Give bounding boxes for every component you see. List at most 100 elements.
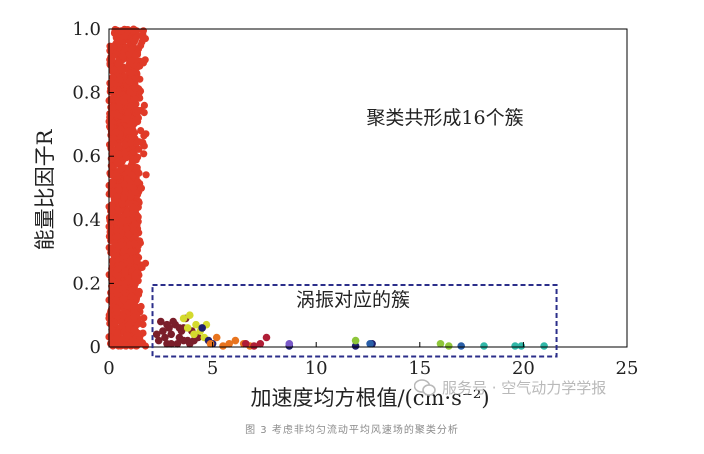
data-point	[126, 256, 134, 265]
chart: 0 5 10 15 20 25 0 0.2 0.4 0.6 0.8 1.0 聚类共形成16个簇 涡振…	[33, 19, 638, 410]
data-point	[186, 311, 194, 320]
vortex-cluster-annotation: 涡振对应的簇	[296, 289, 410, 311]
data-point	[175, 324, 184, 332]
data-point	[126, 88, 134, 96]
data-point	[140, 109, 148, 117]
data-point	[119, 52, 127, 60]
data-point	[140, 142, 148, 150]
data-point	[117, 27, 125, 35]
data-point	[127, 248, 135, 256]
data-point	[161, 333, 169, 342]
data-point	[124, 277, 133, 285]
data-point	[137, 302, 145, 311]
data-point	[109, 256, 117, 265]
data-point	[130, 240, 138, 248]
data-point	[112, 296, 120, 304]
wechat-icon	[414, 378, 436, 396]
data-point	[106, 217, 114, 225]
data-point	[115, 103, 123, 111]
data-point	[136, 336, 144, 344]
data-point	[129, 184, 138, 192]
data-point	[134, 213, 142, 221]
x-tick-label: 10	[305, 358, 328, 379]
data-point	[120, 217, 128, 225]
data-point	[135, 145, 143, 153]
data-point	[517, 342, 526, 350]
data-point	[169, 317, 177, 326]
data-point	[131, 220, 139, 228]
data-point	[108, 79, 116, 88]
y-tick-label: 0.6	[72, 146, 101, 167]
data-point	[106, 47, 114, 55]
y-tick-label: 0	[90, 337, 101, 358]
data-point	[124, 167, 132, 175]
data-point	[128, 210, 136, 218]
figure-caption: 图 3 考虑非均匀流动平均风速场的聚类分析	[245, 425, 459, 436]
data-point	[121, 267, 129, 275]
data-point	[113, 232, 121, 240]
data-point	[117, 241, 125, 249]
x-axis-label: 加速度均方根值/(cm·s⁻²)	[250, 386, 489, 410]
data-point	[133, 257, 141, 265]
data-point	[159, 327, 167, 335]
data-point	[120, 246, 128, 255]
data-point	[123, 115, 131, 123]
data-point	[285, 340, 294, 348]
data-point	[262, 333, 271, 342]
data-point	[113, 308, 121, 316]
data-point	[109, 188, 117, 196]
scatter-points	[105, 25, 548, 350]
data-point	[198, 324, 206, 332]
data-point	[225, 340, 233, 348]
data-point	[119, 200, 127, 208]
data-point	[115, 207, 123, 215]
x-tick-label: 20	[512, 358, 535, 379]
data-point	[142, 130, 150, 138]
data-point	[121, 141, 129, 149]
data-point	[138, 263, 146, 271]
data-point	[108, 208, 116, 216]
data-point	[106, 169, 114, 177]
x-tick-label: 15	[408, 358, 431, 379]
data-point	[120, 150, 128, 158]
data-point	[231, 336, 240, 345]
data-point	[457, 342, 466, 350]
data-point	[140, 101, 148, 109]
data-point	[110, 139, 118, 147]
data-point	[109, 342, 117, 350]
x-tick-label: 0	[103, 358, 114, 379]
data-point	[141, 342, 150, 350]
data-point	[135, 319, 143, 327]
data-point	[115, 186, 123, 194]
data-point	[137, 184, 145, 192]
data-point	[111, 270, 119, 278]
data-point	[351, 342, 360, 350]
data-point	[127, 57, 135, 65]
data-point	[141, 56, 149, 64]
data-point	[163, 320, 171, 329]
data-point	[154, 336, 163, 345]
data-point	[250, 342, 258, 350]
data-point	[106, 228, 114, 236]
data-point	[212, 333, 221, 342]
data-point	[186, 340, 194, 348]
data-point	[127, 293, 136, 301]
data-point	[134, 107, 142, 115]
data-point	[192, 320, 200, 329]
data-point	[113, 159, 122, 167]
data-point	[256, 340, 265, 348]
data-point	[206, 340, 215, 348]
data-point	[112, 128, 120, 136]
data-point	[131, 51, 139, 59]
data-point	[436, 340, 445, 348]
y-ticks: 0 0.2 0.4 0.6 0.8 1.0	[72, 19, 114, 358]
data-point	[123, 26, 131, 34]
data-point	[121, 32, 129, 40]
data-point	[127, 298, 135, 306]
data-point	[134, 178, 142, 186]
data-point	[108, 150, 116, 158]
data-point	[133, 139, 141, 147]
data-point	[115, 285, 123, 293]
watermark: 服务号 · 空气动力学学报	[414, 377, 606, 398]
data-point	[480, 342, 488, 350]
